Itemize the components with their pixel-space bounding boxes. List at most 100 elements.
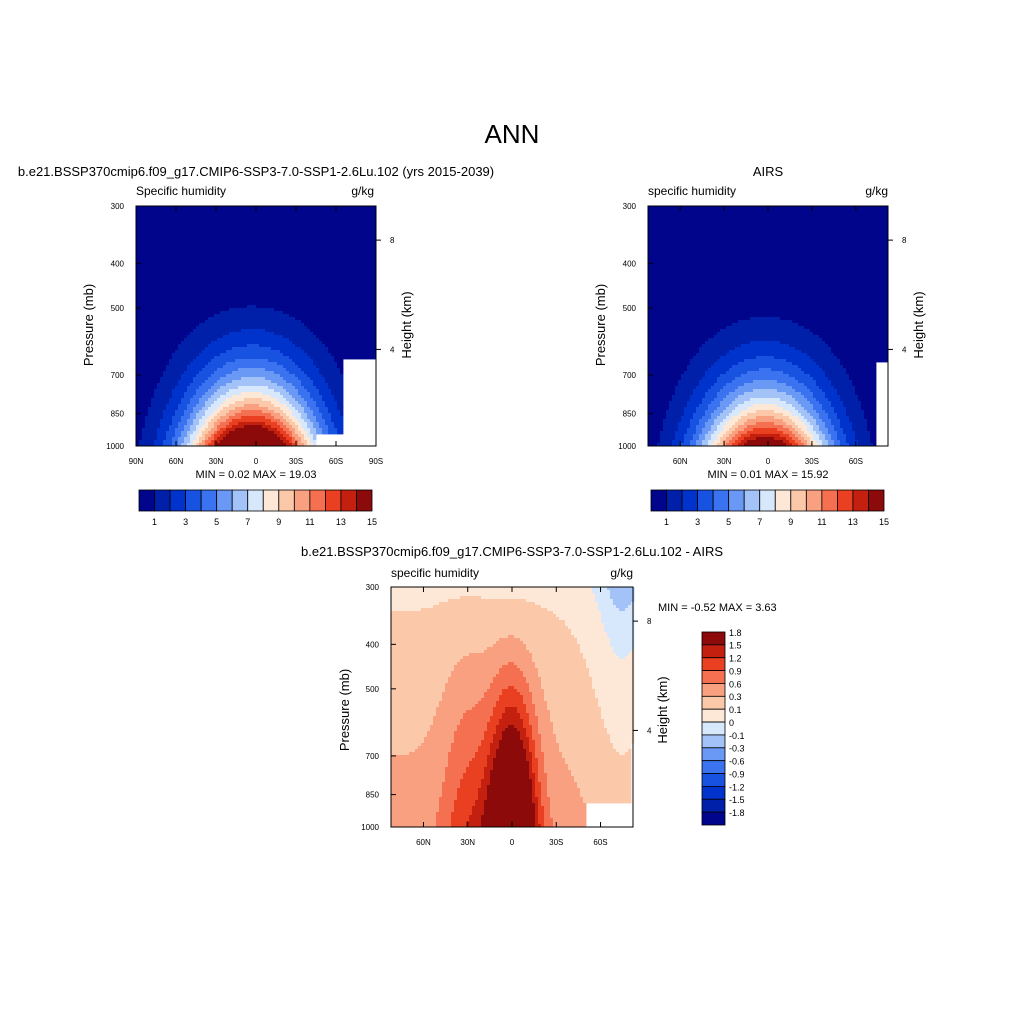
- model-cell: [262, 401, 265, 404]
- model-cell: [280, 392, 283, 395]
- model-cell: [151, 362, 154, 365]
- model-cell: [235, 437, 238, 440]
- model-cell: [214, 362, 217, 365]
- model-cell: [196, 413, 199, 416]
- model-cell: [178, 437, 181, 440]
- model-cell: [313, 380, 316, 383]
- model-cell: [268, 401, 271, 404]
- model-cell: [205, 434, 208, 437]
- model-cell: [259, 362, 262, 365]
- model-cell: [298, 437, 301, 440]
- model-cell: [160, 371, 163, 374]
- model-cell: [229, 290, 232, 293]
- model-cell: [214, 416, 217, 419]
- model-cell: [145, 335, 148, 338]
- model-cell: [241, 272, 244, 275]
- model-cell: [166, 374, 169, 377]
- model-cell: [250, 272, 253, 275]
- model-cell: [157, 269, 160, 272]
- model-cell: [205, 236, 208, 239]
- model-cell: [157, 362, 160, 365]
- model-cell: [175, 395, 178, 398]
- model-cell: [157, 422, 160, 425]
- model-cell: [301, 425, 304, 428]
- model-cell: [286, 257, 289, 260]
- model-cell: [193, 431, 196, 434]
- model-cell: [151, 374, 154, 377]
- model-cell: [187, 239, 190, 242]
- model-cell: [160, 302, 163, 305]
- model-cell: [175, 311, 178, 314]
- model-cell: [250, 242, 253, 245]
- model-cell: [229, 353, 232, 356]
- model-cell: [301, 332, 304, 335]
- model-cell: [175, 404, 178, 407]
- model-cell: [262, 377, 265, 380]
- model-cell: [175, 251, 178, 254]
- model-cell: [295, 365, 298, 368]
- model-cell: [316, 410, 319, 413]
- model-cell: [289, 383, 292, 386]
- model-cell: [187, 248, 190, 251]
- model-cell: [151, 302, 154, 305]
- model-cell: [286, 293, 289, 296]
- model-cell: [145, 437, 148, 440]
- model-cell: [166, 293, 169, 296]
- model-cell: [211, 416, 214, 419]
- model-cell: [241, 266, 244, 269]
- model-cell: [253, 434, 256, 437]
- model-cell: [169, 269, 172, 272]
- model-cell: [256, 230, 259, 233]
- model-cell: [241, 347, 244, 350]
- model-cell: [289, 395, 292, 398]
- model-cell: [172, 305, 175, 308]
- model-cell: [271, 362, 274, 365]
- model-cell: [286, 437, 289, 440]
- model-cell: [313, 227, 316, 230]
- model-cell: [262, 305, 265, 308]
- model-cell: [205, 248, 208, 251]
- model-cell: [211, 281, 214, 284]
- model-cell: [256, 359, 259, 362]
- model-cell: [262, 437, 265, 440]
- model-cell: [307, 260, 310, 263]
- model-cell: [190, 365, 193, 368]
- model-cell: [262, 290, 265, 293]
- model-cell: [298, 233, 301, 236]
- model-cell: [229, 407, 232, 410]
- model-cell: [292, 335, 295, 338]
- model-cell: [232, 353, 235, 356]
- model-cell: [184, 350, 187, 353]
- model-cell: [244, 338, 247, 341]
- model-cell: [265, 227, 268, 230]
- model-cell: [301, 251, 304, 254]
- model-cell: [181, 266, 184, 269]
- model-cell: [193, 221, 196, 224]
- model-cell: [319, 368, 322, 371]
- model-cell: [265, 290, 268, 293]
- model-cell: [316, 431, 319, 434]
- model-cell: [160, 425, 163, 428]
- model-cell: [172, 371, 175, 374]
- model-cell: [307, 251, 310, 254]
- model-cell: [238, 422, 241, 425]
- model-cell: [148, 311, 151, 314]
- model-cell: [283, 401, 286, 404]
- model-cell: [151, 332, 154, 335]
- model-cell: [247, 263, 250, 266]
- model-cell: [184, 269, 187, 272]
- model-cell: [196, 323, 199, 326]
- model-cell: [214, 350, 217, 353]
- model-cell: [199, 251, 202, 254]
- model-cell: [316, 257, 319, 260]
- model-cell: [190, 266, 193, 269]
- model-cell: [196, 293, 199, 296]
- model-cell: [277, 248, 280, 251]
- model-cell: [229, 338, 232, 341]
- model-cell: [274, 209, 277, 212]
- model-cell: [172, 410, 175, 413]
- model-cell: [181, 422, 184, 425]
- model-cell: [307, 215, 310, 218]
- model-cell: [271, 290, 274, 293]
- model-cell: [247, 392, 250, 395]
